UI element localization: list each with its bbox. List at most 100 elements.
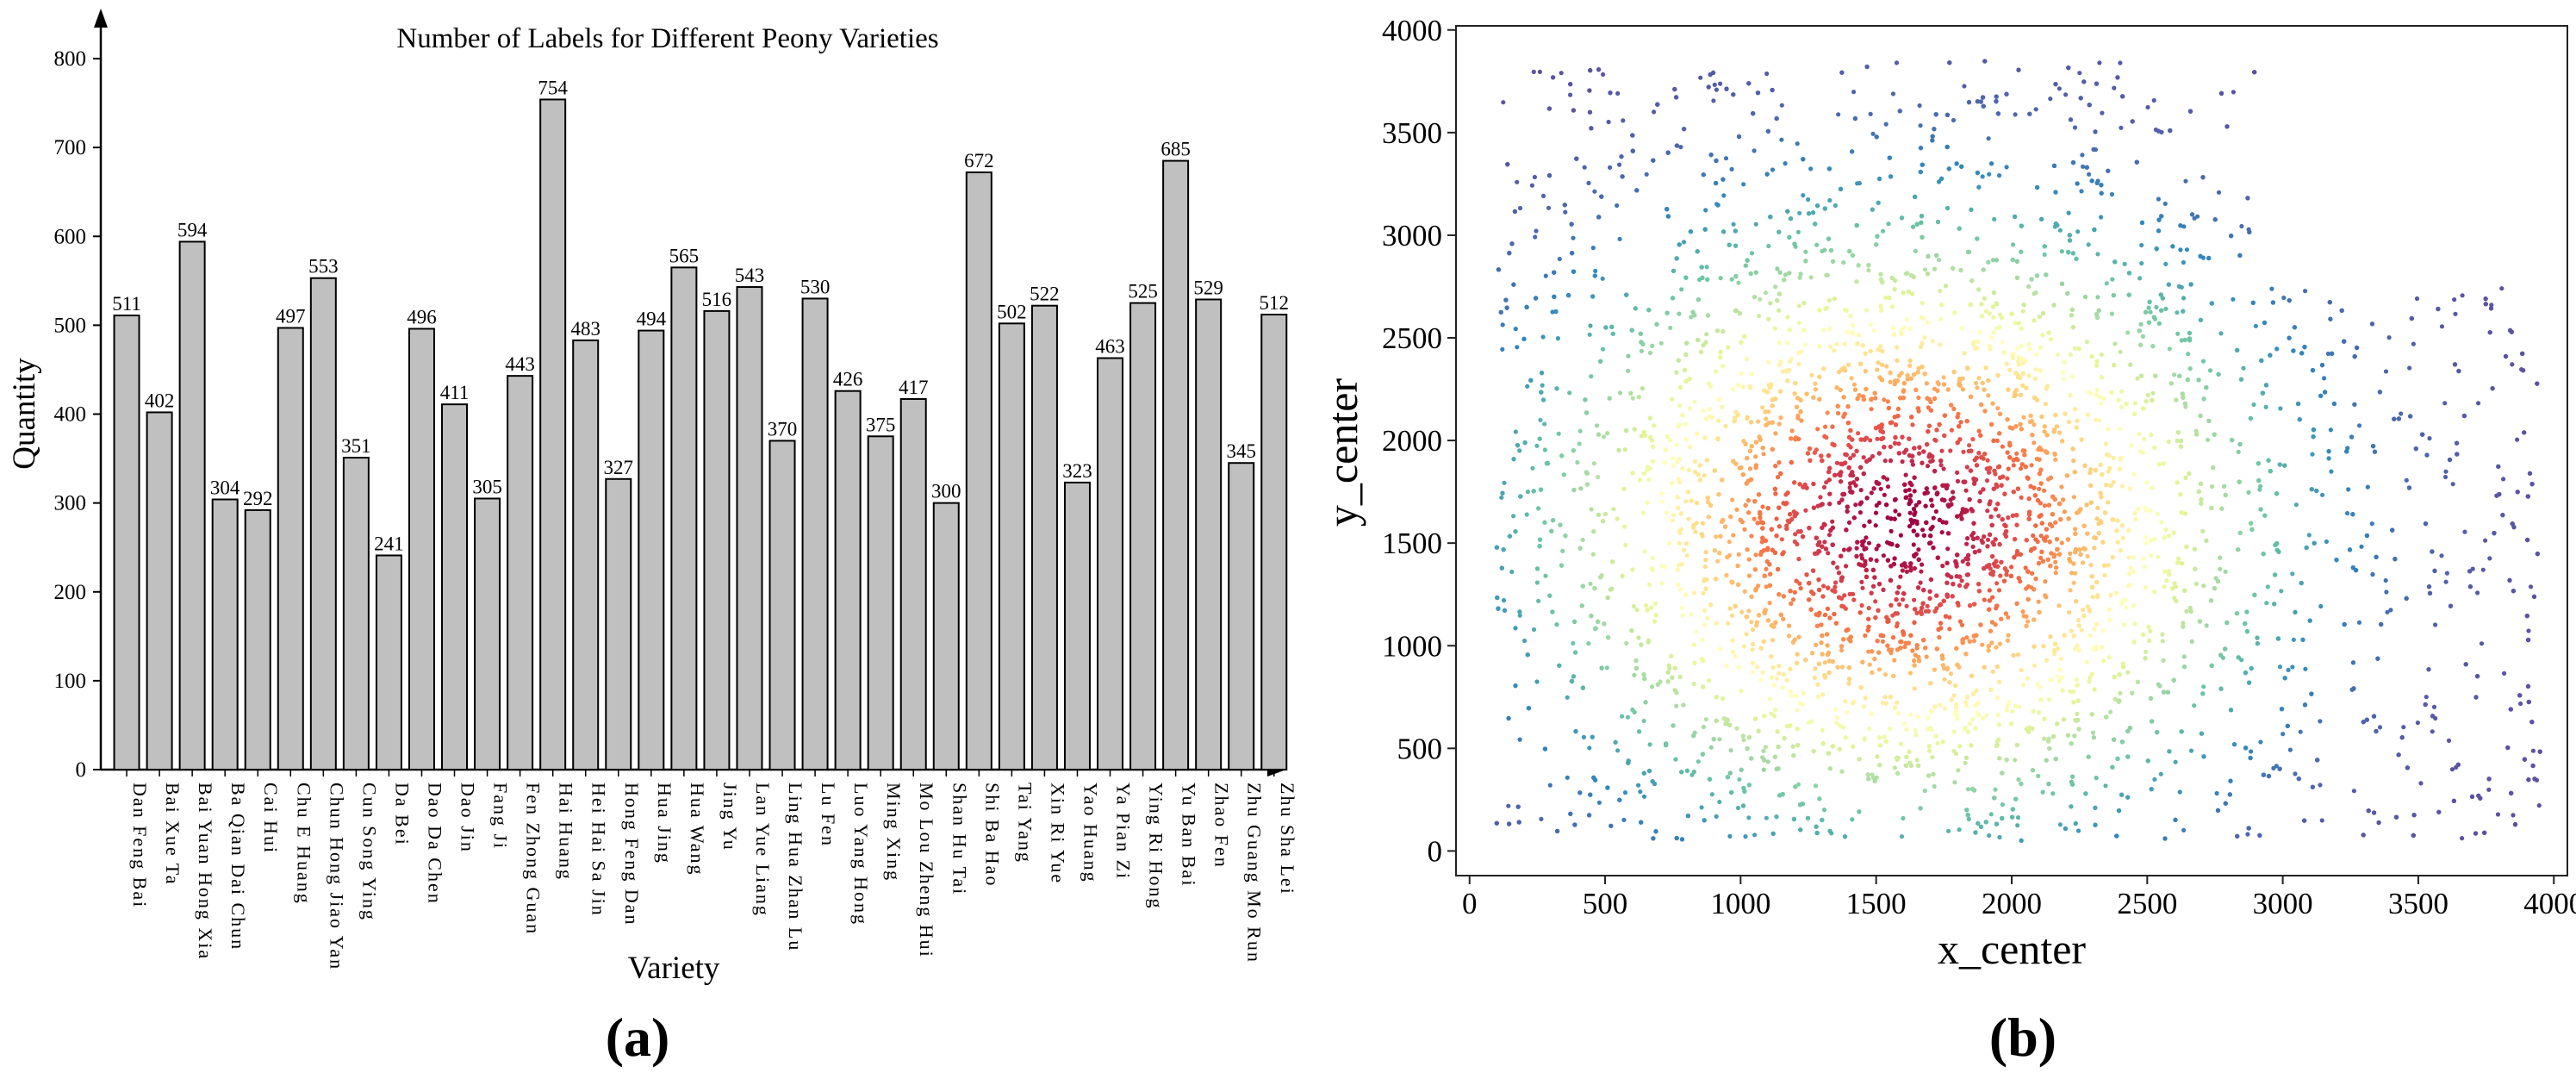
scatter-point — [1733, 243, 1739, 248]
bar — [539, 98, 567, 770]
scatter-point — [2156, 321, 2162, 326]
scatter-point — [1617, 162, 1622, 167]
scatter-point — [1572, 619, 1577, 625]
scatter-point — [1557, 256, 1562, 262]
scatter-point — [2500, 513, 2505, 518]
scatter-point — [2029, 277, 2034, 282]
scatter-point — [2201, 583, 2206, 589]
scatter-point — [2132, 401, 2137, 406]
scatter-point — [2511, 589, 2516, 594]
bar — [441, 403, 469, 770]
scatter-point — [2248, 755, 2253, 761]
scatter-point — [1684, 768, 1689, 773]
scatter-point — [1590, 294, 1596, 299]
scatter-point — [1717, 799, 1722, 805]
scatter-point — [2098, 401, 2103, 406]
scatter-point — [1932, 127, 1937, 132]
scatter-point — [2323, 390, 2328, 395]
scatter-point — [1785, 340, 1790, 346]
scatter-point — [1782, 278, 1787, 283]
scatter-point — [1834, 715, 1839, 720]
scatter-point — [1997, 173, 2002, 178]
scatter-point — [2103, 783, 2108, 789]
scatter-point — [2265, 584, 2270, 589]
scatter-point — [2075, 711, 2080, 717]
scatter-point — [1609, 586, 1615, 591]
scatter-point — [1898, 741, 1903, 746]
scatter-point — [1605, 431, 1610, 436]
scatter-point — [2452, 362, 2458, 367]
scatter-point — [1890, 91, 1896, 97]
scatter-point — [1875, 754, 1880, 759]
scatter-point — [2209, 663, 2214, 669]
scatter-point — [2228, 708, 2234, 713]
scatter-point — [1601, 519, 1606, 524]
scatter-point — [1701, 724, 1706, 730]
scatter-point — [1518, 494, 1523, 499]
scatter-point — [2290, 664, 2295, 670]
scatter-point — [1973, 830, 1978, 835]
scatter-point — [1739, 371, 1744, 377]
scatter-point — [1537, 537, 1543, 542]
scatter-point — [2007, 700, 2012, 705]
scatter-point — [1956, 768, 1961, 773]
scatter-point — [2014, 259, 2019, 264]
scatter-point — [1827, 766, 1832, 771]
scatter-point — [2155, 511, 2160, 516]
scatter-point — [1725, 775, 1730, 780]
scatter-point — [1967, 721, 1973, 727]
scatter-point — [1739, 689, 1744, 694]
scatter-point — [2072, 733, 2077, 739]
scatter-point — [1779, 137, 1784, 142]
scatter-point — [2515, 490, 2520, 495]
scatter-point — [2178, 223, 2183, 228]
scatter-point — [2104, 281, 2109, 286]
scatter-point — [1553, 309, 1559, 315]
scatter-point — [1869, 322, 1874, 327]
scatter-point — [2047, 745, 2052, 752]
scatter-point — [1893, 278, 1898, 284]
scatter-point — [1984, 713, 1989, 718]
bar — [474, 497, 501, 770]
scatter-point — [2137, 328, 2142, 334]
scatter-point — [2122, 261, 2127, 266]
scatter-point — [1638, 477, 1643, 483]
bar-value-label: 370 — [768, 418, 798, 440]
scatter-point — [1991, 315, 1996, 320]
scatter-point — [1850, 322, 1856, 328]
scatter-point — [1922, 789, 1927, 794]
scatter-point — [1574, 156, 1579, 161]
scatter-point — [2166, 439, 2171, 444]
scatter-point — [2152, 777, 2157, 783]
scatter-point — [1997, 834, 2002, 840]
scatter-point — [2037, 710, 2042, 715]
scatter-point — [1573, 729, 1578, 734]
scatter-point — [1702, 818, 1707, 823]
scatter-point — [2357, 423, 2362, 428]
scatter-point — [2505, 745, 2511, 751]
scatter-point — [2342, 621, 2347, 627]
scatter-point — [2090, 646, 2095, 652]
scatter-point — [2279, 589, 2284, 594]
scatter-point — [1692, 313, 1697, 318]
scatter-point — [2183, 475, 2188, 480]
scatter-point — [2130, 690, 2135, 695]
scatter-point — [1659, 581, 1664, 586]
scatter-point — [2080, 153, 2085, 158]
bar-value-label: 754 — [538, 77, 568, 98]
scatter-point — [2078, 96, 2083, 101]
scatter-point — [1556, 431, 1561, 436]
scatter-point — [2091, 147, 2096, 152]
scatter-point — [2013, 703, 2019, 708]
scatter-point — [1677, 242, 1682, 247]
scatter-point — [1740, 733, 1745, 739]
scatter-point — [2392, 416, 2397, 421]
scatter-point — [1772, 326, 1777, 331]
scatter-point — [2535, 552, 2540, 557]
scatter-point — [2038, 345, 2044, 350]
scatter-point — [2216, 371, 2221, 377]
scatter-point — [2223, 492, 2228, 498]
scatter-point — [2032, 318, 2037, 323]
scatter-point — [2204, 385, 2209, 390]
